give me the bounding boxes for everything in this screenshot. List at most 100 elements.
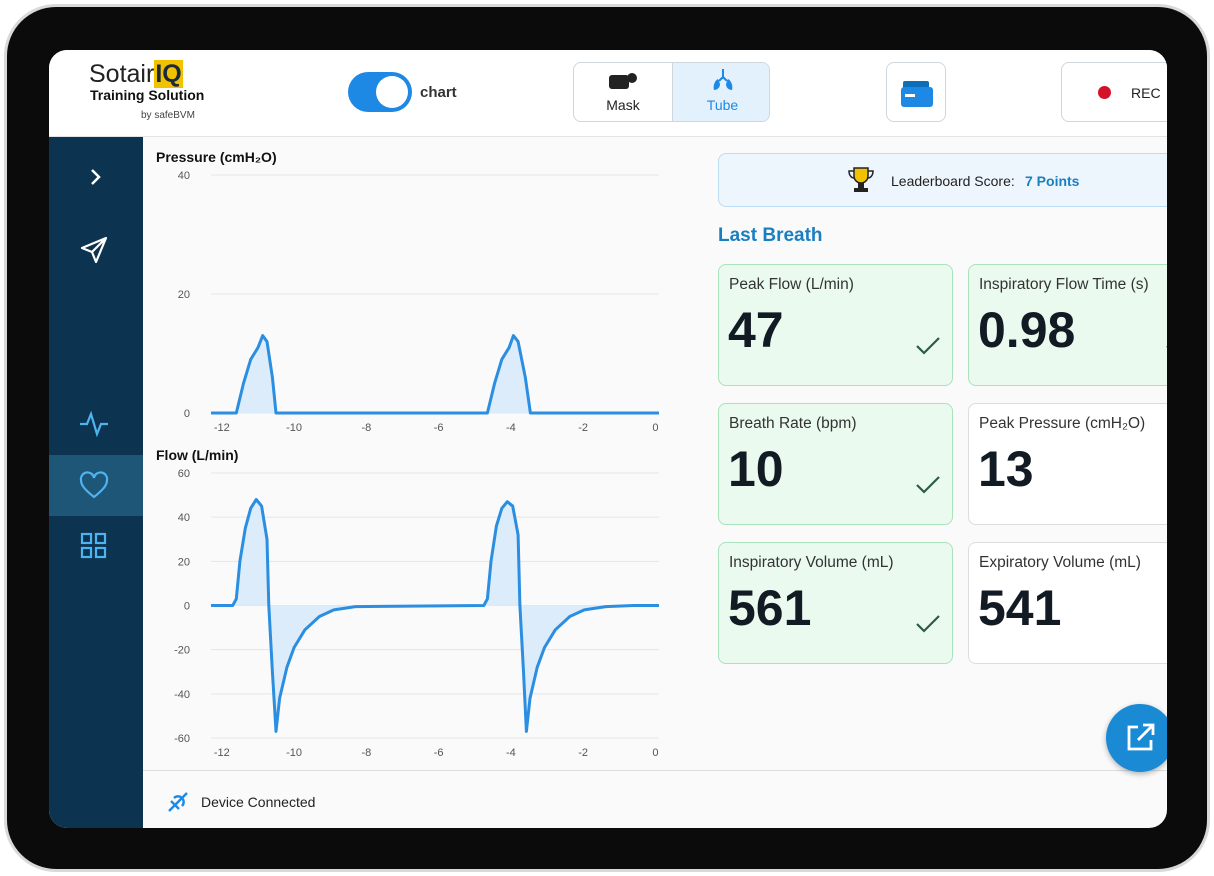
footer-divider	[143, 770, 1167, 771]
x-tick-label: -6	[434, 422, 444, 434]
grid-icon[interactable]	[80, 532, 108, 560]
metric-label: Peak Flow (L/min)	[729, 276, 854, 293]
logo: SotairIQ	[89, 60, 183, 89]
check-mark	[916, 337, 940, 355]
send-icon[interactable]	[79, 235, 109, 265]
metric-value: 10	[728, 441, 784, 497]
y-tick-label: 60	[178, 468, 190, 480]
rec-label: REC	[1131, 85, 1161, 101]
metric-label: Inspiratory Flow Time (s)	[979, 276, 1149, 293]
metric-value: 47	[728, 302, 784, 358]
rec-dot	[1098, 86, 1111, 99]
y-tick-label: 20	[178, 289, 190, 301]
x-tick-label: -2	[578, 747, 588, 759]
metric-value: 541	[978, 580, 1062, 636]
x-tick-label: 0	[652, 422, 658, 434]
check-icon	[916, 615, 940, 633]
check-mark	[916, 615, 940, 633]
y-tick-label: 20	[178, 556, 190, 568]
y-tick-label: -20	[174, 645, 190, 657]
x-tick-label: -4	[506, 422, 516, 434]
mask-icon	[609, 73, 637, 89]
record-button[interactable]: REC	[1061, 62, 1167, 122]
mode-mask[interactable]: Mask	[574, 63, 672, 121]
y-tick-label: 0	[184, 408, 190, 420]
y-tick-label: 40	[178, 512, 190, 524]
by: by	[141, 110, 152, 121]
screen: SotairIQ Training Solution by safeBVM ch…	[49, 50, 1167, 828]
line	[211, 498, 659, 733]
check-icon	[916, 337, 940, 355]
metric-label: Inspiratory Volume (mL)	[729, 554, 894, 571]
leaderboard-score: 7 Points	[1025, 173, 1080, 189]
check-icon	[1166, 346, 1167, 348]
x-tick-label: -8	[361, 422, 371, 434]
trophy-icon	[848, 167, 874, 192]
x-tick-label: -2	[578, 422, 588, 434]
brand-mark: IQ	[154, 60, 183, 88]
metric-card: Peak Flow (L/min) 47	[718, 264, 953, 386]
area	[211, 335, 659, 413]
brand: Sotair	[89, 60, 155, 88]
metric-card: Breath Rate (bpm) 10	[718, 403, 953, 525]
y-tick-label: -60	[174, 733, 190, 745]
external-icon	[1127, 723, 1155, 751]
toggle-label: chart	[420, 84, 457, 101]
header: SotairIQ Training Solution by safeBVM ch…	[49, 50, 1167, 137]
chart-title: Pressure (cmH₂O)	[156, 149, 277, 165]
cards-button[interactable]	[886, 62, 946, 122]
mode-selector: Mask Tube	[573, 62, 770, 122]
metric-label: Expiratory Volume (mL)	[979, 554, 1141, 571]
x-tick-label: -10	[286, 747, 302, 759]
mode-label: Tube	[706, 97, 739, 113]
logo-subtitle: Training Solution	[90, 87, 205, 103]
area	[211, 499, 659, 732]
maker: safeBVM	[154, 110, 195, 121]
leaderboard-label: Leaderboard Score:	[891, 173, 1015, 189]
leaderboard: Leaderboard Score: 7 Points	[718, 153, 1167, 207]
toggle-knob	[376, 76, 408, 108]
metric-card: Inspiratory Volume (mL) 561	[718, 542, 953, 664]
metric-value: 0.98	[978, 302, 1076, 358]
y-tick-label: 0	[184, 601, 190, 613]
metric-cards: Peak Flow (L/min) 47 Inspiratory Flow Time…	[718, 264, 1167, 664]
x-tick-label: -12	[214, 747, 230, 759]
x-tick-label: -10	[286, 422, 302, 434]
heart-icon	[79, 471, 109, 499]
x-tick-label: -4	[506, 747, 516, 759]
metric-value: 13	[978, 441, 1034, 497]
section-title: Last Breath	[718, 225, 823, 246]
sidebar	[49, 137, 143, 828]
open-external-button[interactable]	[1106, 704, 1167, 772]
connection-icon	[168, 792, 188, 812]
y-tick-label: 40	[178, 170, 190, 182]
metric-value: 561	[728, 580, 812, 636]
line	[211, 334, 659, 415]
mode-label: Mask	[606, 97, 640, 113]
x-tick-label: 0	[652, 747, 658, 759]
active-item[interactable]	[49, 455, 143, 516]
expand-icon[interactable]	[83, 165, 107, 189]
x-tick-label: -6	[434, 747, 444, 759]
metric-card: Expiratory Volume (mL) 541	[968, 542, 1167, 664]
metric-card: Inspiratory Flow Time (s) 0.98	[968, 264, 1167, 386]
logo-by: by safeBVM	[141, 110, 195, 121]
mode-tube[interactable]: Tube	[672, 63, 769, 121]
metric-label: Peak Pressure (cmH₂O)	[979, 415, 1146, 432]
chart-toggle[interactable]	[348, 72, 412, 112]
metric-card: Peak Pressure (cmH₂O) 13	[968, 403, 1167, 525]
x-tick-label: -8	[361, 747, 371, 759]
device-status: Device Connected	[201, 794, 316, 810]
x-tick-label: -12	[214, 422, 230, 434]
wallet-icon	[901, 81, 933, 107]
check-icon	[916, 476, 940, 494]
lungs-icon	[713, 69, 733, 90]
y-tick-label: -40	[174, 689, 190, 701]
check-mark	[916, 476, 940, 494]
chart-title: Flow (L/min)	[156, 447, 238, 463]
metric-label: Breath Rate (bpm)	[729, 415, 857, 432]
pulse-icon[interactable]	[79, 410, 109, 438]
